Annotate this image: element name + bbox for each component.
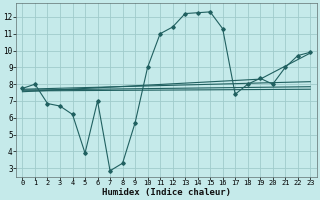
X-axis label: Humidex (Indice chaleur): Humidex (Indice chaleur) (102, 188, 231, 197)
